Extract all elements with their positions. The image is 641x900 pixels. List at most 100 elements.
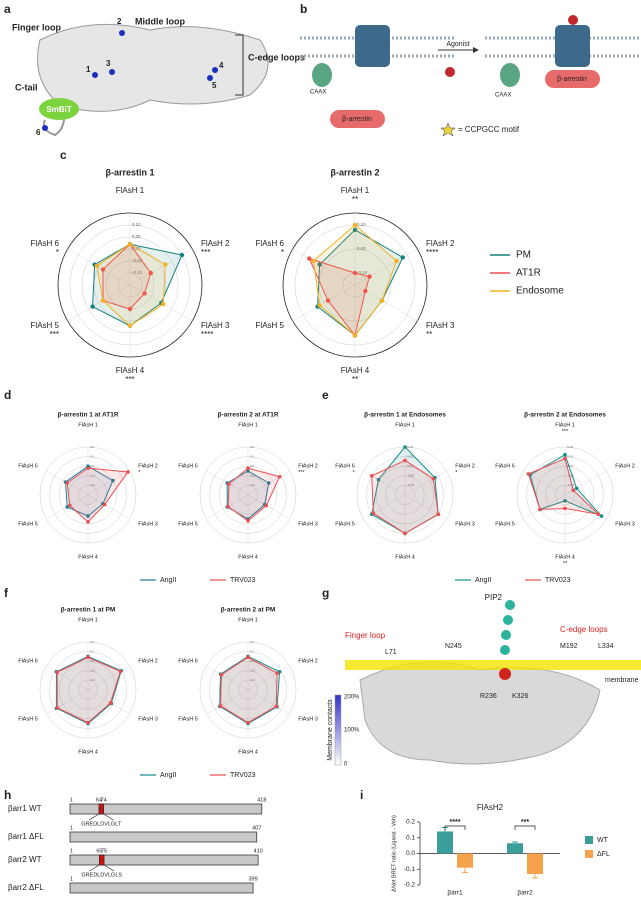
r-tick-label: 0.00	[357, 246, 366, 251]
r-tick-label: -0.1	[250, 669, 256, 673]
spoke	[87, 689, 130, 715]
chart-title: β-arrestin 1	[105, 167, 154, 177]
construct-name: βarr2 ΔFL	[8, 883, 44, 892]
significance: *	[138, 470, 141, 476]
panel-label: f	[4, 586, 9, 600]
start-label: 1	[70, 797, 73, 803]
point	[352, 227, 358, 232]
chart-title: β-arrestin 1 at AT1R	[57, 412, 118, 419]
axis-label: FlAsH 2	[426, 239, 455, 248]
pip2-head	[499, 668, 511, 680]
point	[86, 655, 90, 660]
point	[264, 503, 269, 508]
point	[352, 222, 358, 228]
point	[563, 456, 567, 461]
fl-start: 65	[96, 848, 102, 854]
label: C-edge loops	[560, 625, 608, 634]
label: Finger loop	[345, 631, 386, 640]
r-tick-label: -0.10	[132, 270, 143, 275]
point	[100, 298, 106, 303]
point	[67, 503, 72, 508]
spoke	[523, 494, 566, 520]
axis-label: FlAsH 3	[426, 321, 455, 330]
spoke	[354, 248, 418, 286]
label: PIP2	[485, 593, 503, 602]
point	[246, 720, 250, 725]
axis-label: FlAsH 4	[78, 749, 98, 755]
r-tick-label: -0.2	[250, 678, 256, 682]
point	[142, 291, 147, 296]
point	[246, 466, 250, 470]
r-tick-label: 0.00	[132, 246, 141, 251]
point	[86, 720, 90, 725]
legend-swatch	[585, 850, 593, 858]
arrestin	[545, 70, 600, 88]
axis-label: FlAsH 3	[298, 716, 318, 722]
point	[563, 506, 567, 511]
spoke	[87, 470, 130, 496]
chart-title: β-arrestin 2 at AT1R	[217, 412, 278, 419]
r-tick-label: -0.05	[132, 258, 143, 263]
colorbar-label: Membrane contacts	[327, 699, 334, 761]
significance: **	[352, 375, 358, 384]
point	[277, 474, 282, 479]
panel-label: i	[360, 788, 363, 802]
construct-bar	[69, 882, 254, 894]
panel-g-structure	[334, 600, 641, 766]
axis-label: FlAsH 5	[31, 321, 60, 330]
point	[111, 478, 115, 483]
r-tick-label: -0.10	[407, 483, 414, 487]
point	[363, 288, 368, 294]
axis-label: FlAsH 6	[18, 658, 38, 664]
point	[148, 270, 153, 276]
spoke	[87, 494, 130, 520]
series-area	[56, 656, 122, 724]
r-tick-label: 0.05	[407, 454, 413, 458]
point	[599, 514, 604, 518]
point	[108, 701, 113, 705]
label: CAAX	[495, 93, 511, 99]
membrane-band	[345, 660, 641, 670]
construct-bar	[69, 854, 259, 866]
label: C-tail	[15, 82, 38, 92]
significance: ****	[426, 248, 438, 257]
site-dot	[42, 125, 48, 131]
axis-label: FlAsH 2	[298, 463, 318, 469]
bar	[457, 853, 473, 868]
r-tick-label: -0.2	[250, 483, 256, 487]
axis-label: FlAsH 5	[18, 716, 38, 722]
end-label: 418	[257, 797, 266, 803]
r-tick-label: 0.1	[90, 454, 95, 458]
site-label: 2	[117, 17, 122, 26]
axis-label: FlAsH 4	[395, 554, 415, 560]
r-tick-label: 0.2	[90, 640, 95, 644]
point	[86, 520, 90, 524]
axis-label: FlAsH 2	[298, 658, 318, 664]
bar	[437, 831, 453, 854]
construct-name: βarr2 WT	[8, 855, 42, 864]
axis-label: FlAsH 1	[395, 422, 415, 428]
spoke	[292, 284, 356, 322]
point	[307, 256, 312, 261]
r-tick-label: 0.10	[567, 445, 573, 449]
construct-name: βarr1 WT	[8, 804, 42, 813]
receptor	[555, 25, 590, 67]
pip2-bead	[500, 645, 510, 655]
axis-label: FlAsH 2	[615, 463, 635, 469]
point	[179, 252, 185, 258]
site-dot	[92, 72, 98, 78]
axis-label: FlAsH 3	[201, 321, 230, 330]
spoke	[247, 494, 290, 520]
axis-label: FlAsH 1	[341, 186, 370, 195]
protein-shape	[359, 661, 601, 765]
label: K326	[512, 693, 528, 700]
motif-star	[440, 122, 456, 137]
panel-label: e	[322, 388, 329, 402]
y-tick-label: 0.2	[406, 819, 415, 826]
r-tick-label: -0.05	[567, 474, 574, 478]
axis-label: FlAsH 4	[238, 554, 258, 560]
series-area	[227, 467, 281, 522]
point	[352, 333, 358, 338]
panel-label: g	[322, 586, 329, 600]
